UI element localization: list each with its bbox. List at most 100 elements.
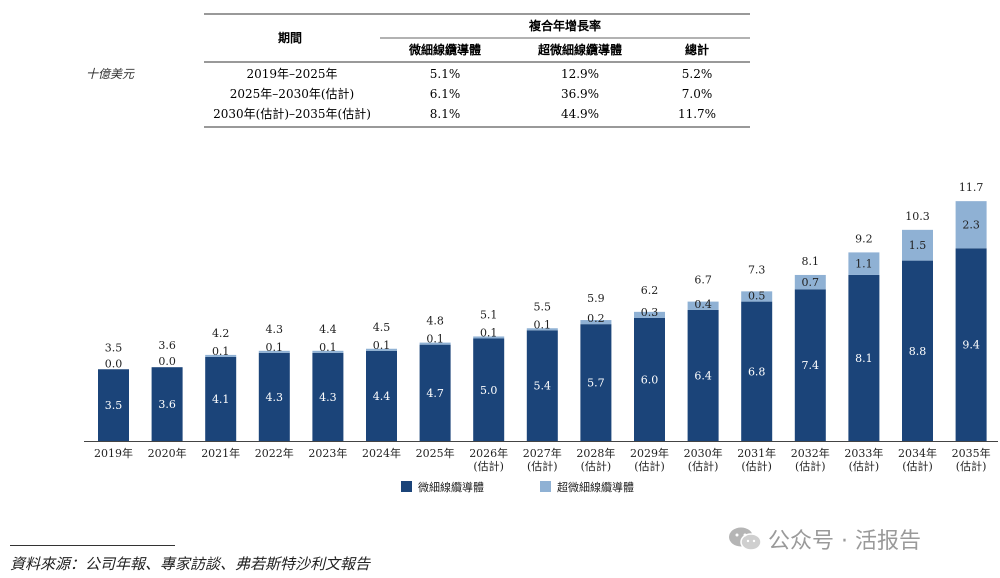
bar-segment-ultrafine — [366, 348, 397, 351]
bar-label-fine: 5.7 — [587, 377, 605, 390]
bar-total-label: 8.1 — [802, 255, 820, 268]
x-tick-label: 2028年 — [576, 446, 615, 460]
bar-total-label: 4.2 — [212, 327, 230, 340]
bar-total-label: 5.9 — [587, 292, 605, 305]
bar-total-label: 4.4 — [319, 323, 337, 336]
bar-total-label: 5.5 — [534, 300, 552, 313]
x-tick-label: 2030年 — [684, 446, 723, 460]
bar-segment-ultrafine — [205, 354, 237, 357]
bar-total-label: 10.3 — [905, 210, 930, 223]
x-tick-label: 2023年 — [308, 446, 347, 460]
cagr-title: 複合年增長率 — [528, 18, 601, 33]
bar-segment-ultrafine — [312, 350, 344, 353]
bar-segment-fine — [312, 352, 344, 441]
bar-label-ultrafine: 0.5 — [748, 290, 766, 303]
x-tick-label: 2033年 — [844, 446, 883, 460]
x-tick-label: (估計) — [527, 459, 558, 473]
bar-segment-ultrafine — [580, 320, 612, 325]
bar-label-ultrafine: 0.7 — [802, 276, 820, 289]
bar-label-ultrafine: 0.4 — [694, 298, 712, 311]
bar-segment-fine — [794, 289, 826, 441]
bar-segment-fine — [687, 309, 719, 441]
bar-label-ultrafine: 0.1 — [426, 333, 444, 346]
bar-label-ultrafine: 0.2 — [587, 312, 605, 325]
bar-segment-fine — [366, 350, 397, 441]
bar-segment-ultrafine — [634, 311, 665, 318]
x-tick-label: 2022年 — [255, 446, 294, 460]
col-header-fine: 微細線纜導體 — [408, 42, 481, 57]
row-value: 44.9% — [561, 107, 599, 121]
bar-label-ultrafine: 0.1 — [212, 345, 230, 358]
bar-label-fine: 6.0 — [641, 374, 659, 387]
bar-total-label: 6.7 — [694, 274, 712, 287]
row-period: 2030年(估計)–2035年(估計) — [213, 106, 371, 121]
bar-label-fine: 3.6 — [158, 398, 176, 411]
x-tick-label: (估計) — [902, 459, 933, 473]
bar-segment-ultrafine — [258, 350, 290, 353]
cagr-table: 複合年增長率 期間 微細線纜導體 超微細線纜導體 總計 2019年–2025年 … — [204, 13, 750, 128]
x-tick-label: (估計) — [956, 459, 987, 473]
bar-total-label: 4.5 — [373, 321, 391, 334]
x-tick-label: 2035年 — [952, 446, 991, 460]
bar-segment-ultrafine — [741, 291, 773, 302]
x-tick-label: 2032年 — [791, 446, 830, 460]
bar-label-ultrafine: 1.5 — [909, 239, 927, 252]
wechat-icon — [729, 527, 762, 551]
bar-segment-fine — [151, 367, 183, 441]
stacked-bar-chart: 3.5 0.0 3.5 2019年 3.6 0.0 3.6 2020年 4.1 0.1 4.2 202… — [84, 181, 998, 494]
row-value: 7.0% — [682, 87, 713, 101]
x-tick-label: 2034年 — [898, 446, 937, 460]
x-tick-label: (估計) — [581, 459, 612, 473]
bar-segment-fine — [848, 274, 880, 441]
x-tick-label: 2019年 — [94, 446, 133, 460]
x-tick-label: (估計) — [634, 459, 665, 473]
bar-segment-fine — [205, 356, 237, 441]
bar-label-fine: 6.8 — [748, 365, 766, 378]
bar-label-ultrafine: 0.1 — [319, 341, 337, 354]
bar-label-fine: 5.0 — [480, 384, 498, 397]
bar-segment-fine — [741, 301, 773, 441]
bar-label-fine: 4.1 — [212, 393, 230, 406]
row-value: 12.9% — [561, 67, 599, 81]
x-tick-label: 2020年 — [148, 446, 187, 460]
bar-label-fine: 7.4 — [802, 359, 820, 372]
bar-label-fine: 4.7 — [426, 387, 444, 400]
x-tick-label: (估計) — [741, 459, 772, 473]
legend-swatch-fine — [401, 481, 412, 492]
bar-total-label: 11.7 — [959, 181, 984, 194]
bar-segment-fine — [526, 330, 558, 441]
bar-label-ultrafine: 0.1 — [373, 339, 391, 352]
bar-segment-ultrafine — [794, 274, 826, 290]
bar-total-label: 4.8 — [426, 315, 444, 328]
bar-segment-ultrafine — [848, 252, 880, 275]
bar-label-ultrafine: 0.3 — [641, 306, 659, 319]
col-header-total: 總計 — [685, 42, 709, 57]
bar-label-fine: 4.3 — [266, 391, 284, 404]
watermark: 公众号 · 活报告 — [728, 523, 921, 555]
x-tick-label: 2024年 — [362, 446, 401, 460]
bar-segment-ultrafine — [955, 201, 987, 249]
bar-label-fine: 9.4 — [962, 339, 980, 352]
bar-label-ultrafine: 0.0 — [105, 357, 123, 370]
row-value: 11.7% — [678, 107, 716, 121]
bar-segment-fine — [98, 369, 129, 441]
bar-segment-ultrafine — [526, 328, 558, 331]
bar-segment-fine — [580, 324, 612, 441]
bar-label-ultrafine: 2.3 — [962, 219, 980, 232]
bar-segment-fine — [902, 260, 933, 441]
bar-label-ultrafine: 0.1 — [266, 341, 284, 354]
bar-segment-fine — [473, 338, 505, 441]
source-divider — [10, 545, 175, 546]
bar-label-fine: 3.5 — [105, 399, 123, 412]
bar-label-ultrafine: 0.1 — [534, 318, 552, 331]
watermark-text: 公众号 · 活报告 — [768, 529, 921, 554]
row-value: 6.1% — [430, 87, 461, 101]
bar-segment-ultrafine — [473, 336, 505, 339]
bar-total-label: 9.2 — [855, 232, 873, 245]
x-tick-label: (估計) — [688, 459, 719, 473]
row-period: 2025年–2030年(估計) — [230, 86, 354, 101]
bar-segment-ultrafine — [902, 229, 933, 261]
bar-label-fine: 8.8 — [909, 345, 927, 358]
bar-total-label: 7.3 — [748, 263, 766, 276]
x-tick-label: (估計) — [849, 459, 880, 473]
